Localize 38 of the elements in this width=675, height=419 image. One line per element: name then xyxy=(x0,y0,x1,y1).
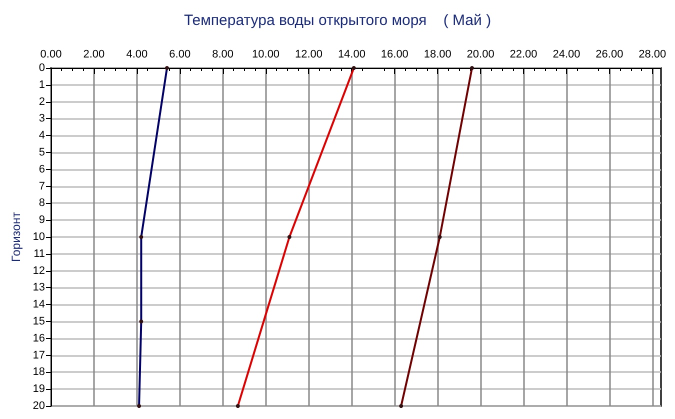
x-tick-label: 20.00 xyxy=(466,48,494,60)
y-tick-label: 8 xyxy=(38,197,45,210)
y-tick-label: 9 xyxy=(38,214,45,226)
y-tick-label: 11 xyxy=(34,248,45,260)
y-tick-label: 18 xyxy=(32,366,45,378)
x-tick-label: 26.00 xyxy=(596,48,624,60)
x-tick-label: 8.00 xyxy=(212,48,234,60)
y-tick-label: 10 xyxy=(32,231,45,243)
x-tick-label: 6.00 xyxy=(169,48,191,60)
x-tick-label: 22.00 xyxy=(510,48,538,60)
y-tick-label: 19 xyxy=(32,383,45,396)
x-tick-label: 24.00 xyxy=(552,48,580,60)
x-tick-label: 12.00 xyxy=(294,48,323,60)
y-tick-label: 6 xyxy=(38,163,45,176)
y-tick-label: 16 xyxy=(32,332,45,344)
x-tick-label: 16.00 xyxy=(380,48,408,60)
x-tick-label: 18.00 xyxy=(424,48,452,60)
x-tick-label: 0.00 xyxy=(40,48,62,60)
y-tick-label: 3 xyxy=(38,112,45,125)
y-tick-label: 5 xyxy=(38,146,45,158)
y-tick-label: 12 xyxy=(32,264,45,277)
y-tick-label: 17 xyxy=(32,349,45,362)
y-axis-title: Горизонт xyxy=(8,212,23,262)
y-tick-label: 20 xyxy=(32,400,45,412)
y-tick-label: 2 xyxy=(38,96,45,108)
chart-title: Температура воды открытого моря ( Май ) xyxy=(184,12,492,29)
y-tick-label: 13 xyxy=(32,282,45,294)
y-tick-label: 0 xyxy=(38,62,45,74)
y-tick-label: 15 xyxy=(32,316,45,328)
y-tick-label: 14 xyxy=(32,298,45,311)
x-tick-label: 14.00 xyxy=(338,48,366,60)
x-tick-label: 4.00 xyxy=(126,48,148,60)
x-tick-label: 28.00 xyxy=(638,48,666,60)
y-tick-label: 1 xyxy=(38,78,45,91)
x-tick-label: 2.00 xyxy=(83,48,105,60)
y-tick-label: 7 xyxy=(38,180,45,192)
y-tick-label: 4 xyxy=(38,130,45,142)
x-tick-label: 10.00 xyxy=(252,48,280,60)
